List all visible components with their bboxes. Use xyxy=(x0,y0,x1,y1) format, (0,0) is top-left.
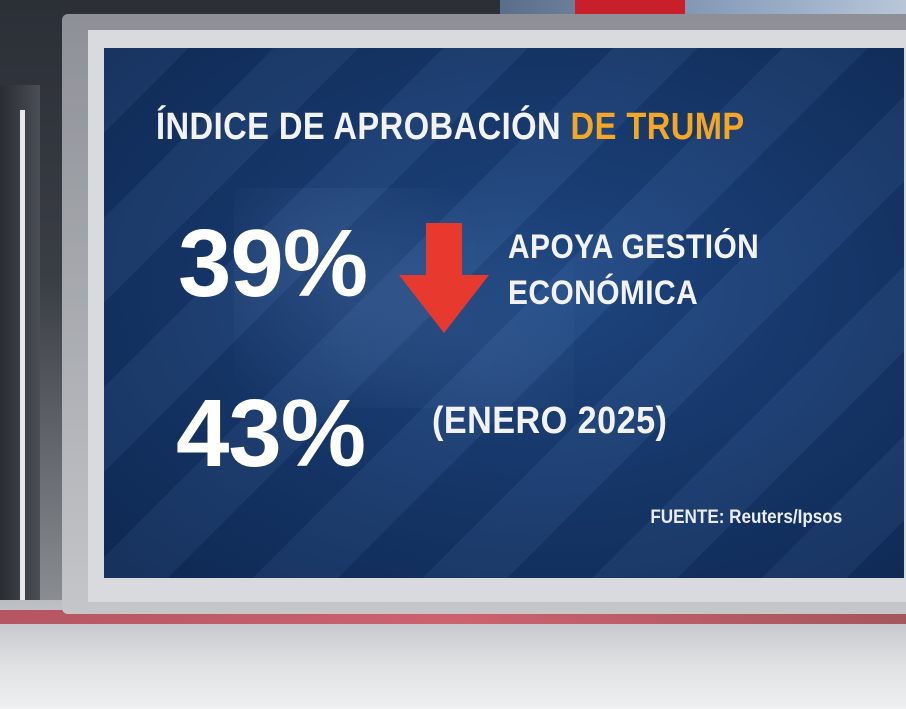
stat-current-label-line1: APOYA GESTIÓN xyxy=(508,228,760,266)
stat-current-value: 39% xyxy=(178,210,368,317)
title-accent: DE TRUMP xyxy=(570,106,745,148)
news-graphic-screen: ÍNDICE DE APROBACIÓN DE TRUMP 39% APOYA … xyxy=(104,48,904,578)
stat-current-label-line2: ECONÓMICA xyxy=(508,274,699,312)
down-arrow-icon xyxy=(399,223,489,333)
stat-previous-label: (ENERO 2025) xyxy=(432,400,668,442)
studio-light-strip xyxy=(20,110,25,610)
source-credit: FUENTE: Reuters/Ipsos xyxy=(650,507,842,528)
stat-current-label: APOYA GESTIÓN ECONÓMICA xyxy=(508,224,772,316)
flag-stars-background xyxy=(234,188,574,408)
graphic-title: ÍNDICE DE APROBACIÓN DE TRUMP xyxy=(156,106,758,149)
stat-previous-value: 43% xyxy=(176,380,366,487)
title-main: ÍNDICE DE APROBACIÓN xyxy=(156,106,562,148)
